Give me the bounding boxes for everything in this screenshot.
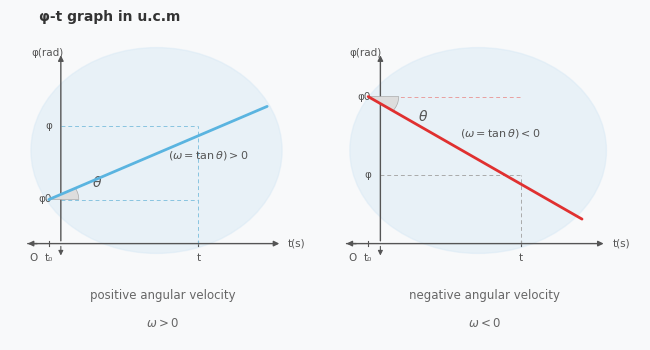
Text: negative angular velocity: negative angular velocity — [409, 289, 560, 302]
Text: t₀: t₀ — [45, 253, 53, 263]
Wedge shape — [49, 188, 79, 199]
Text: $\theta$: $\theta$ — [418, 109, 428, 124]
Text: φ-t graph in u.c.m: φ-t graph in u.c.m — [39, 10, 181, 25]
Text: φ: φ — [365, 170, 371, 180]
Text: t₀: t₀ — [364, 253, 372, 263]
Text: O: O — [349, 253, 357, 263]
Text: $\omega > 0$: $\omega > 0$ — [146, 317, 179, 330]
Circle shape — [31, 48, 282, 253]
Text: φ: φ — [45, 121, 52, 131]
Text: t(s): t(s) — [288, 239, 305, 248]
Text: $\omega < 0$: $\omega < 0$ — [468, 317, 500, 330]
Wedge shape — [368, 97, 398, 111]
Text: O: O — [30, 253, 38, 263]
Text: t(s): t(s) — [612, 239, 630, 248]
Text: φ0: φ0 — [38, 195, 52, 204]
Text: $( \omega = \tan\theta ) > 0$: $( \omega = \tan\theta ) > 0$ — [168, 149, 249, 162]
Circle shape — [350, 48, 606, 253]
Text: φ(rad): φ(rad) — [31, 48, 63, 58]
Text: φ0: φ0 — [358, 92, 371, 102]
Text: t: t — [196, 253, 200, 263]
Text: $( \omega = \tan\theta ) < 0$: $( \omega = \tan\theta ) < 0$ — [460, 127, 540, 140]
Text: positive angular velocity: positive angular velocity — [90, 289, 235, 302]
Text: φ(rad): φ(rad) — [350, 48, 382, 58]
Text: $\theta$: $\theta$ — [92, 175, 102, 190]
Text: t: t — [519, 253, 523, 263]
